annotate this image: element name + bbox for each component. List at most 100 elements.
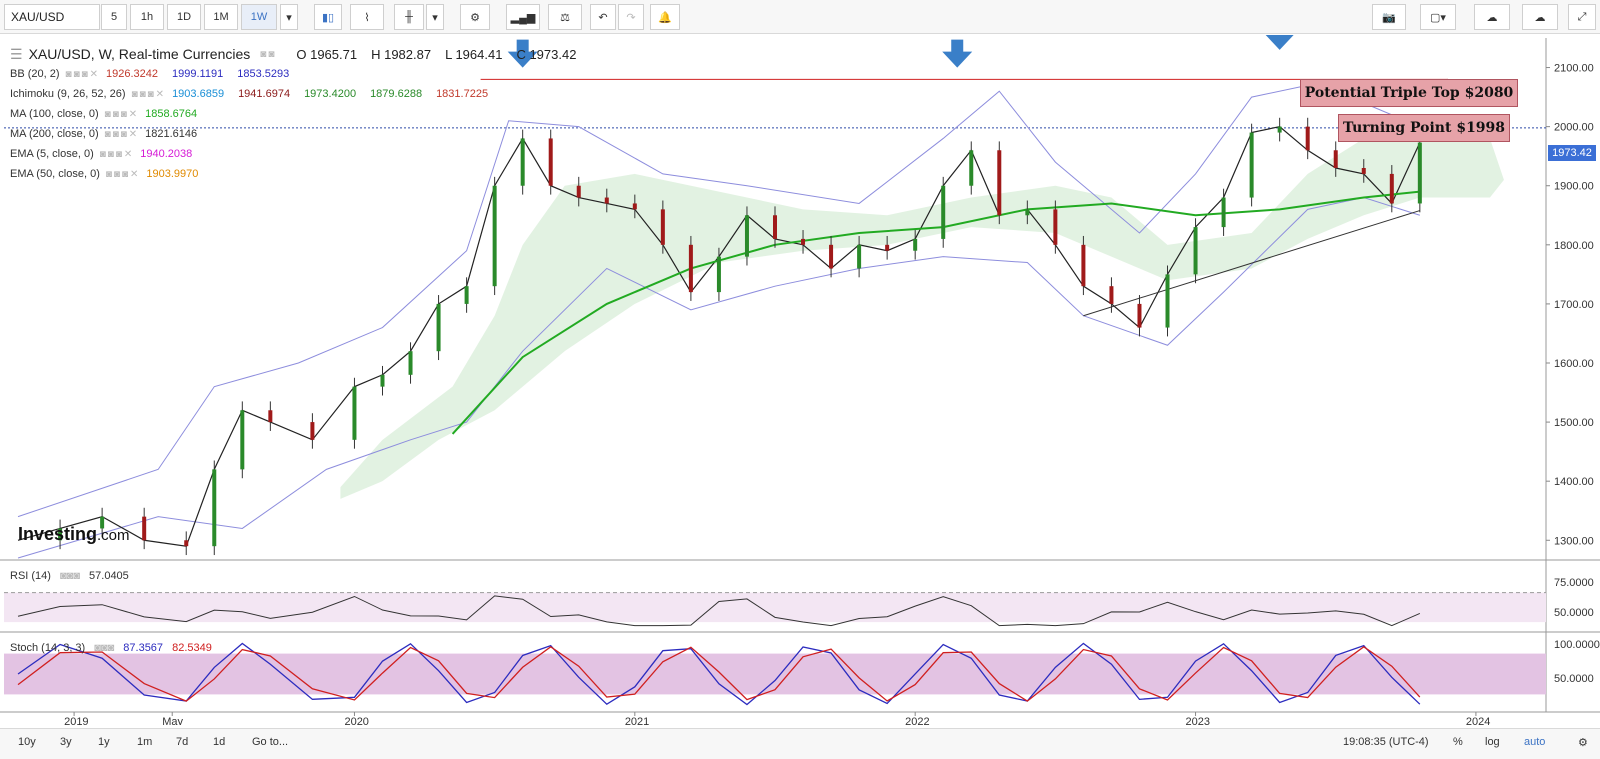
camera-icon[interactable]: 📷 xyxy=(1372,4,1406,30)
candle-body xyxy=(744,215,749,257)
range-1d[interactable]: 1d xyxy=(213,736,226,748)
candle-body xyxy=(380,374,385,387)
gear-icon[interactable]: ⚙ xyxy=(460,4,490,30)
rsi-line xyxy=(17,595,1421,627)
indicator-value: 1926.3242 xyxy=(106,68,159,80)
triple-top-callout: Potential Triple Top $2080 xyxy=(1300,79,1518,107)
x-tick-label: 2021 xyxy=(625,716,649,725)
stoch-d-value: 82.5349 xyxy=(172,642,212,654)
bar-chart-icon[interactable]: ╫ xyxy=(394,4,424,30)
symbol-input[interactable]: XAU/USD xyxy=(4,4,100,30)
x-tick-label: 2024 xyxy=(1466,716,1490,725)
candle-body xyxy=(408,351,413,375)
indicator-value: 1941.6974 xyxy=(238,88,291,100)
collapse-icon[interactable]: ☰ xyxy=(10,45,23,62)
goto-button[interactable]: Go to... xyxy=(252,736,289,748)
ichimoku-cloud-area xyxy=(340,132,1504,499)
investing-logo: Investing.com xyxy=(18,524,130,544)
price-series xyxy=(17,125,1421,547)
candle-body xyxy=(773,215,777,239)
price-axis[interactable]: 2100.00 2000.00 1900.00 1800.00 1700.00 1600.… xyxy=(1546,63,1594,548)
title-settings-icons[interactable]: ◙◙ xyxy=(260,48,277,60)
fullscreen-icon[interactable]: ⤢ xyxy=(1568,4,1596,30)
interval-1w[interactable]: 1W xyxy=(241,4,277,30)
alert-icon[interactable]: 🔔 xyxy=(650,4,680,30)
ohlc-open: O 1965.71 xyxy=(296,46,358,62)
range-7d[interactable]: 7d xyxy=(176,736,189,748)
indicator-name: MA (100, close, 0) xyxy=(10,108,99,120)
candle-body xyxy=(240,410,245,470)
interval-1h[interactable]: 1h xyxy=(130,4,164,30)
indicator-value: 1853.5293 xyxy=(237,68,290,80)
candle-body xyxy=(1109,286,1114,304)
candle-body xyxy=(1249,132,1254,198)
candle-body xyxy=(268,410,273,423)
indicator-settings-icons[interactable]: ◙◙◙✕ xyxy=(104,108,140,120)
indicator-settings-icons[interactable]: ◙◙◙✕ xyxy=(65,68,101,80)
undo-icon[interactable]: ↶ xyxy=(590,4,616,30)
percent-toggle[interactable]: % xyxy=(1453,736,1463,748)
time-axis[interactable]: 2019 May 2020 2021 2022 2023 2024 xyxy=(64,712,1490,725)
x-tick-label: 2020 xyxy=(344,716,368,725)
ohlc-high: H 1982.87 xyxy=(371,46,432,62)
interval-5[interactable]: 5 xyxy=(101,4,127,30)
chart-type-dropdown-icon[interactable]: ▾ xyxy=(426,4,444,30)
indicator-value: 1879.6288 xyxy=(370,88,423,100)
range-3y[interactable]: 3y xyxy=(60,736,72,748)
y-tick-label: 1600.00 xyxy=(1554,358,1594,370)
compare-icon[interactable]: ⚖ xyxy=(548,4,582,30)
indicator-value: 1973.4200 xyxy=(304,88,357,100)
redo-icon[interactable]: ↷ xyxy=(618,4,644,30)
candle-body xyxy=(352,386,357,440)
indicator-settings-icons[interactable]: ◙◙◙✕ xyxy=(131,88,167,100)
auto-toggle[interactable]: auto xyxy=(1524,736,1546,748)
interval-dropdown-icon[interactable]: ▾ xyxy=(280,4,298,30)
indicator-settings-icons[interactable]: ◙◙◙✕ xyxy=(105,168,141,180)
cloud-download-icon[interactable]: ☁ xyxy=(1474,4,1510,30)
y-tick-label: 2000.00 xyxy=(1554,122,1594,134)
rsi-pane: 75.0000 50.0000 xyxy=(4,577,1594,627)
indicator-settings-icons[interactable]: ◙◙◙✕ xyxy=(99,148,135,160)
indicator-row: MA (200, close, 0) ◙◙◙✕ 1821.6146 xyxy=(10,124,576,144)
rsi-tick-label: 50.0000 xyxy=(1554,607,1594,619)
bb-upper-line xyxy=(17,84,1421,518)
cloud-upload-icon[interactable]: ☁ xyxy=(1522,4,1558,30)
layout-icon[interactable]: ▢▾ xyxy=(1420,4,1456,30)
stoch-legend: Stoch (14, 3, 3) ◙◙◙ 87.3567 82.5349 xyxy=(10,642,212,654)
candle-body xyxy=(1165,274,1170,328)
bollinger-bands xyxy=(17,84,1421,559)
price-chart[interactable]: 2100.00 2000.00 1900.00 1800.00 1700.00 1600.… xyxy=(0,35,1600,725)
candle-body xyxy=(1417,142,1422,204)
candle-body xyxy=(801,238,806,245)
interval-1d[interactable]: 1D xyxy=(167,4,201,30)
range-1m[interactable]: 1m xyxy=(137,736,153,748)
down-arrow-icon xyxy=(507,39,538,68)
candle-body xyxy=(436,303,441,352)
x-tick-label: 2019 xyxy=(64,716,88,725)
indicators-icon[interactable]: ▂▄▆ xyxy=(506,4,540,30)
settings-gear-icon[interactable]: ⚙ xyxy=(1578,737,1588,749)
range-1y[interactable]: 1y xyxy=(98,736,110,748)
indicator-value: 1903.6859 xyxy=(172,88,225,100)
last-price-tag: 1973.42 xyxy=(1548,145,1596,161)
indicator-row: Ichimoku (9, 26, 52, 26) ◙◙◙✕ 1903.6859 194… xyxy=(10,84,576,104)
indicator-row: EMA (50, close, 0) ◙◙◙✕ 1903.9970 xyxy=(10,164,576,184)
stoch-settings-icons[interactable]: ◙◙◙ xyxy=(94,642,115,654)
log-toggle[interactable]: log xyxy=(1485,736,1500,748)
line-chart-icon[interactable]: ⌇ xyxy=(350,4,384,30)
candle-body xyxy=(941,185,946,239)
range-10y[interactable]: 10y xyxy=(18,736,36,748)
stoch-k-value: 87.3567 xyxy=(123,642,164,654)
candle-body xyxy=(548,138,553,186)
candle-body xyxy=(632,203,637,210)
interval-1m[interactable]: 1M xyxy=(204,4,238,30)
indicator-value: 1903.9970 xyxy=(146,168,199,180)
indicator-value: 1821.6146 xyxy=(145,128,198,140)
y-tick-label: 2100.00 xyxy=(1554,63,1594,75)
rsi-legend: RSI (14) ◙◙◙ 57.0405 xyxy=(10,570,129,582)
candle-body xyxy=(142,516,147,541)
indicator-settings-icons[interactable]: ◙◙◙✕ xyxy=(104,128,140,140)
candle-body xyxy=(1333,150,1338,168)
rsi-settings-icons[interactable]: ◙◙◙ xyxy=(60,570,80,582)
candlestick-icon[interactable]: ▮▯ xyxy=(314,4,342,30)
